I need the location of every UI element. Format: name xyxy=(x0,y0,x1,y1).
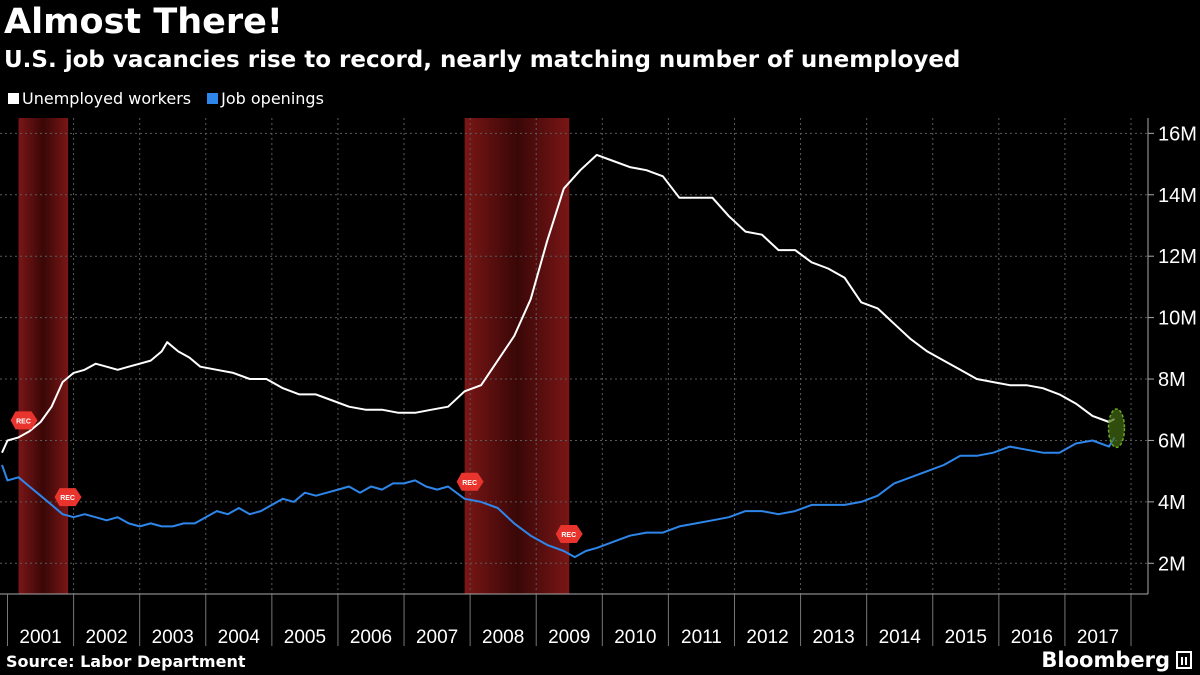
highlight-ellipse xyxy=(1107,408,1126,449)
x-tick-label: 2013 xyxy=(812,627,854,648)
x-tick-label: 2006 xyxy=(350,627,392,648)
rec-marker: REC xyxy=(456,472,484,491)
rec-marker: REC xyxy=(10,411,38,430)
x-tick-label: 2007 xyxy=(416,627,458,648)
y-tick-label: 8M xyxy=(1158,369,1186,391)
rec-marker-badge xyxy=(54,488,82,507)
legend-item-openings: Job openings xyxy=(207,89,324,108)
recession-band xyxy=(464,118,570,594)
y-tick-label: 16M xyxy=(1158,123,1197,145)
y-tick-label: 12M xyxy=(1158,246,1197,268)
legend-label-openings: Job openings xyxy=(221,89,324,108)
y-tick-label: 14M xyxy=(1158,185,1197,207)
x-tick-label: 2017 xyxy=(1077,627,1119,648)
rec-marker-badge xyxy=(555,525,583,544)
legend: Unemployed workers Job openings xyxy=(8,89,324,108)
x-tick-label: 2016 xyxy=(1011,627,1053,648)
legend-item-unemployed: Unemployed workers xyxy=(8,89,191,108)
y-tick-label: 2M xyxy=(1158,553,1186,575)
x-tick-label: 2003 xyxy=(152,627,194,648)
chart-subtitle: U.S. job vacancies rise to record, nearl… xyxy=(4,47,961,73)
rec-marker-badge xyxy=(10,411,38,430)
x-tick-label: 2014 xyxy=(879,627,922,648)
y-tick-label: 10M xyxy=(1158,308,1197,330)
x-tick-label: 2010 xyxy=(614,627,656,648)
rec-marker-label: REC xyxy=(60,495,75,502)
rec-marker-label: REC xyxy=(561,532,576,539)
recession-band xyxy=(18,118,69,594)
rec-marker: REC xyxy=(555,525,583,544)
brand-logo: Bloomberg xyxy=(1041,648,1192,672)
rec-marker-label: REC xyxy=(16,418,31,425)
job-openings-line xyxy=(1,436,1116,559)
unemployed-workers-line xyxy=(1,153,1115,454)
y-tick-label: 4M xyxy=(1158,492,1186,514)
y-tick-label: 6M xyxy=(1158,430,1186,452)
legend-label-unemployed: Unemployed workers xyxy=(22,89,192,108)
brand-name: Bloomberg xyxy=(1041,648,1170,672)
x-tick-label: 2008 xyxy=(482,627,524,648)
rec-marker-badge xyxy=(456,472,484,491)
x-tick-label: 2002 xyxy=(85,627,127,648)
x-tick-label: 2004 xyxy=(218,627,261,648)
x-tick-label: 2012 xyxy=(746,627,788,648)
x-tick-label: 2009 xyxy=(548,627,590,648)
legend-swatch-openings xyxy=(207,93,219,104)
rec-marker-label: REC xyxy=(462,480,477,487)
rec-marker: REC xyxy=(54,488,82,507)
x-tick-label: 2005 xyxy=(284,627,326,648)
legend-swatch-unemployed xyxy=(8,93,19,104)
x-tick-label: 2015 xyxy=(945,627,987,648)
terminal-icon xyxy=(1176,651,1192,669)
source-note: Source: Labor Department xyxy=(6,652,246,671)
x-tick-label: 2001 xyxy=(19,627,61,648)
x-tick-label: 2011 xyxy=(681,627,722,648)
chart-title: Almost There! xyxy=(4,2,283,42)
